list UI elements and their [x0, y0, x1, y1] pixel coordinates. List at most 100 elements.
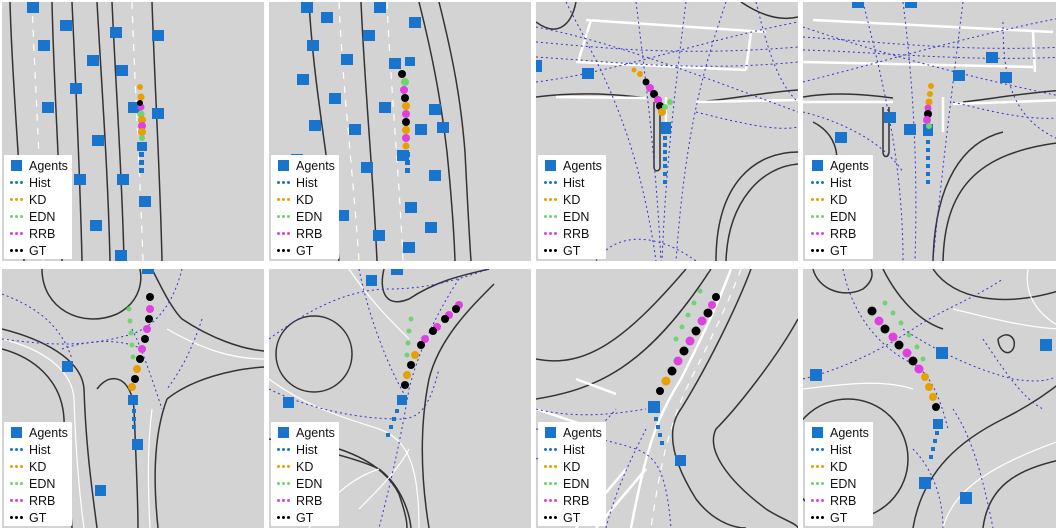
dotted-line-icon [9, 181, 23, 184]
legend-item-hist: Hist [809, 441, 852, 458]
dotted-line-icon [543, 215, 557, 218]
dotted-line-icon [543, 249, 557, 252]
scene-map [536, 269, 798, 528]
dotted-line-icon [810, 516, 824, 519]
legend-item-edn: EDN [275, 208, 322, 225]
panel-straight-road-dense: Agents Hist KD EDN RRB GT [269, 2, 531, 261]
legend-item-rrb: RRB [8, 225, 55, 242]
legend-item-edn: EDN [809, 475, 856, 492]
dotted-line-icon [9, 249, 23, 252]
dotted-line-icon [543, 448, 557, 451]
legend: Agents Hist KD EDN RRB GT [805, 155, 873, 259]
dotted-line-icon [276, 482, 290, 485]
dotted-line-icon [543, 499, 557, 502]
square-marker-icon [10, 427, 22, 438]
square-marker-icon [544, 427, 556, 438]
scene-map [9, 2, 164, 261]
panel-curved-road: Agents Hist KD EDN RRB GT [536, 269, 798, 528]
legend-item-edn: EDN [275, 475, 322, 492]
legend-item-gt: GT [809, 509, 847, 526]
legend-item-hist: Hist [275, 441, 318, 458]
legend-item-agents: Agents [8, 424, 68, 441]
dotted-line-icon [276, 465, 290, 468]
legend-item-edn: EDN [542, 475, 589, 492]
legend-item-rrb: RRB [809, 225, 856, 242]
legend-item-hist: Hist [542, 441, 585, 458]
panel-straight-road-sparse: Agents Hist KD EDN RRB GT [2, 2, 264, 261]
dotted-line-icon [543, 198, 557, 201]
dotted-line-icon [276, 516, 290, 519]
legend: Agents Hist KD EDN RRB GT [4, 155, 72, 259]
legend-item-rrb: RRB [542, 225, 589, 242]
dotted-line-icon [810, 181, 824, 184]
legend-item-hist: Hist [275, 174, 318, 191]
panel-roundabout-exit: Agents Hist KD EDN RRB GT [2, 269, 264, 528]
dotted-line-icon [810, 232, 824, 235]
square-marker-icon [277, 427, 289, 438]
dotted-line-icon [9, 232, 23, 235]
dotted-line-icon [543, 482, 557, 485]
dotted-line-icon [276, 215, 290, 218]
legend-item-edn: EDN [8, 208, 55, 225]
legend-item-rrb: RRB [275, 225, 322, 242]
legend-item-hist: Hist [542, 174, 585, 191]
legend-item-edn: EDN [8, 475, 55, 492]
dotted-line-icon [276, 448, 290, 451]
dotted-line-icon [810, 482, 824, 485]
legend-item-agents: Agents [809, 424, 869, 441]
legend: Agents Hist KD EDN RRB GT [805, 422, 873, 526]
dotted-line-icon [810, 249, 824, 252]
legend-item-gt: GT [8, 242, 46, 259]
square-marker-icon [10, 160, 22, 171]
legend-item-edn: EDN [809, 208, 856, 225]
legend-item-hist: Hist [809, 174, 852, 191]
legend-item-rrb: RRB [542, 492, 589, 509]
legend-item-gt: GT [542, 509, 580, 526]
scene-map [536, 2, 798, 261]
panel-intersection-b: Agents Hist KD EDN RRB GT [803, 2, 1056, 261]
dotted-line-icon [810, 499, 824, 502]
legend: Agents Hist KD EDN RRB GT [538, 155, 606, 259]
legend-item-gt: GT [275, 509, 313, 526]
legend-item-agents: Agents [275, 424, 335, 441]
legend-item-hist: Hist [8, 174, 51, 191]
dotted-line-icon [543, 465, 557, 468]
panel-roundabout-entry: Agents Hist KD EDN RRB GT [269, 269, 531, 528]
legend-item-kd: KD [809, 191, 847, 208]
legend-item-kd: KD [542, 458, 580, 475]
dotted-line-icon [810, 465, 824, 468]
legend-item-agents: Agents [542, 424, 602, 441]
legend: Agents Hist KD EDN RRB GT [271, 422, 339, 526]
dotted-line-icon [543, 181, 557, 184]
legend-item-kd: KD [542, 191, 580, 208]
legend-item-agents: Agents [542, 157, 602, 174]
square-marker-icon [811, 160, 823, 171]
dotted-line-icon [810, 215, 824, 218]
dotted-line-icon [9, 448, 23, 451]
legend-item-gt: GT [275, 242, 313, 259]
legend-item-kd: KD [275, 458, 313, 475]
legend: Agents Hist KD EDN RRB GT [271, 155, 339, 259]
dotted-line-icon [276, 181, 290, 184]
dotted-line-icon [276, 232, 290, 235]
dotted-line-icon [810, 448, 824, 451]
square-marker-icon [544, 160, 556, 171]
dotted-line-icon [9, 482, 23, 485]
scene-map [803, 269, 1056, 528]
legend-item-gt: GT [542, 242, 580, 259]
legend-item-kd: KD [809, 458, 847, 475]
panel-intersection-a: Agents Hist KD EDN RRB GT [536, 2, 798, 261]
legend-item-agents: Agents [275, 157, 335, 174]
legend-item-rrb: RRB [809, 492, 856, 509]
dotted-line-icon [810, 198, 824, 201]
scene-map [2, 269, 264, 528]
legend-item-kd: KD [275, 191, 313, 208]
dotted-line-icon [276, 198, 290, 201]
dotted-line-icon [543, 516, 557, 519]
dotted-line-icon [543, 232, 557, 235]
legend-item-rrb: RRB [275, 492, 322, 509]
legend: Agents Hist KD EDN RRB GT [4, 422, 72, 526]
legend: Agents Hist KD EDN RRB GT [538, 422, 606, 526]
square-marker-icon [277, 160, 289, 171]
